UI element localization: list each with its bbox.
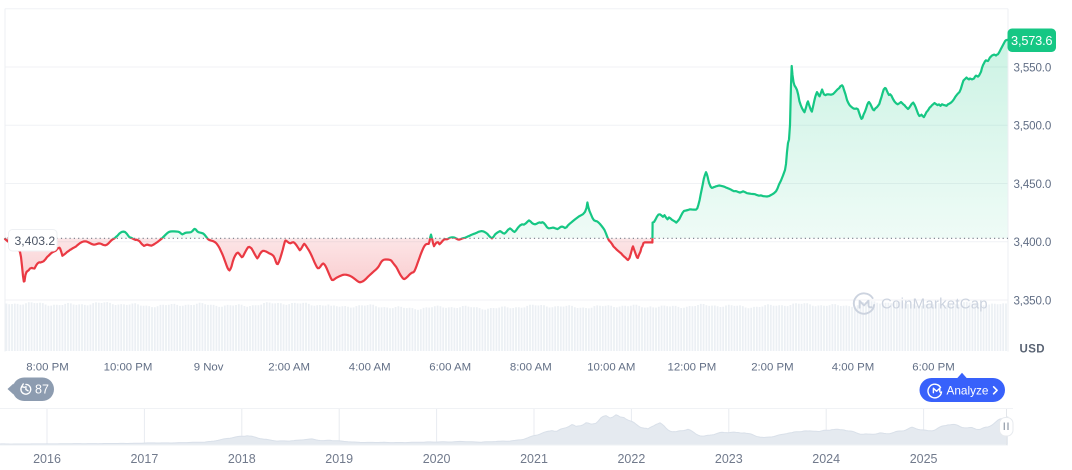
svg-text:CoinMarketCap: CoinMarketCap	[881, 296, 988, 313]
svg-text:2024: 2024	[812, 452, 840, 466]
svg-text:10:00 PM: 10:00 PM	[104, 361, 153, 373]
svg-text:2017: 2017	[130, 452, 158, 466]
svg-text:Analyze: Analyze	[947, 383, 989, 397]
svg-text:87: 87	[35, 382, 49, 396]
svg-text:3,550.0: 3,550.0	[1014, 61, 1052, 74]
svg-text:8:00 AM: 8:00 AM	[510, 361, 552, 373]
svg-text:12:00 PM: 12:00 PM	[668, 361, 717, 373]
svg-text:3,450.0: 3,450.0	[1014, 178, 1052, 191]
svg-text:2:00 AM: 2:00 AM	[268, 361, 310, 373]
svg-text:3,573.6: 3,573.6	[1011, 33, 1052, 48]
svg-text:USD: USD	[1020, 344, 1045, 356]
svg-text:2:00 PM: 2:00 PM	[751, 361, 793, 373]
svg-text:2021: 2021	[520, 452, 548, 466]
svg-text:2020: 2020	[423, 452, 451, 466]
svg-text:6:00 PM: 6:00 PM	[912, 361, 954, 373]
svg-text:4:00 AM: 4:00 AM	[349, 361, 391, 373]
svg-text:8:00 PM: 8:00 PM	[26, 361, 68, 373]
svg-text:2016: 2016	[33, 452, 61, 466]
svg-text:3,400.0: 3,400.0	[1014, 236, 1052, 249]
svg-text:2025: 2025	[910, 452, 938, 466]
svg-text:4:00 PM: 4:00 PM	[832, 361, 874, 373]
svg-text:10:00 AM: 10:00 AM	[587, 361, 635, 373]
svg-text:2022: 2022	[617, 452, 645, 466]
svg-text:3,403.2: 3,403.2	[15, 234, 56, 248]
svg-text:3,350.0: 3,350.0	[1014, 294, 1052, 307]
svg-text:3,500.0: 3,500.0	[1014, 120, 1052, 133]
svg-text:9 Nov: 9 Nov	[194, 361, 224, 373]
svg-text:2018: 2018	[228, 452, 256, 466]
svg-text:6:00 AM: 6:00 AM	[429, 361, 471, 373]
svg-text:2023: 2023	[715, 452, 743, 466]
svg-text:2019: 2019	[325, 452, 353, 466]
